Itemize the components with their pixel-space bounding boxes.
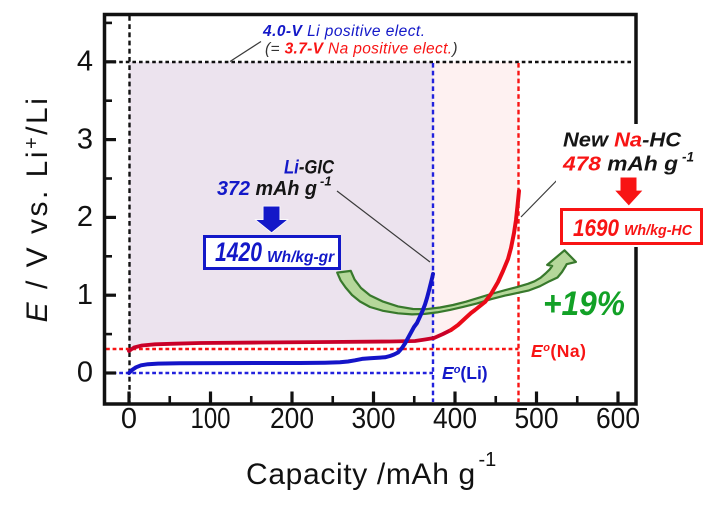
svg-text:1420: 1420 (215, 237, 262, 267)
svg-text:4.0-V Li positive elect.: 4.0-V Li positive elect. (262, 23, 425, 40)
svg-text:New Na-HC: New Na-HC (563, 129, 682, 152)
svg-text:-1: -1 (479, 449, 497, 471)
svg-text:372 mAh g: 372 mAh g (217, 178, 317, 200)
svg-text:Capacity /mAh g: Capacity /mAh g (246, 458, 476, 491)
svg-text:4: 4 (77, 46, 93, 78)
svg-text:Wh/kg-gr: Wh/kg-gr (267, 249, 335, 266)
svg-text:Wh/kg-HC: Wh/kg-HC (624, 222, 693, 239)
svg-text:100: 100 (191, 403, 231, 435)
svg-text:0: 0 (77, 357, 93, 389)
svg-text:300: 300 (352, 403, 396, 435)
svg-text:400: 400 (433, 403, 477, 435)
svg-text:200: 200 (270, 403, 314, 435)
svg-text:-1: -1 (320, 174, 332, 189)
svg-text:1690: 1690 (573, 215, 619, 242)
svg-text:500: 500 (515, 403, 559, 435)
svg-text:E / V vs. Li+/Li: E / V vs. Li+/Li (21, 96, 54, 323)
svg-text:+19%: +19% (543, 285, 625, 323)
svg-text:600: 600 (596, 403, 640, 435)
svg-text:Eo(Na): Eo(Na) (531, 341, 586, 361)
svg-text:2: 2 (77, 201, 93, 233)
svg-text:0: 0 (121, 403, 137, 435)
svg-text:478 mAh g: 478 mAh g (562, 153, 679, 176)
svg-text:1: 1 (77, 279, 93, 311)
svg-text:Li-GIC: Li-GIC (284, 157, 335, 179)
svg-text:Eo(Li): Eo(Li) (442, 363, 488, 383)
svg-text:(= 3.7-V Na positive elect.): (= 3.7-V Na positive elect.) (265, 41, 458, 58)
svg-text:3: 3 (77, 123, 93, 155)
svg-text:-1: -1 (682, 150, 694, 165)
